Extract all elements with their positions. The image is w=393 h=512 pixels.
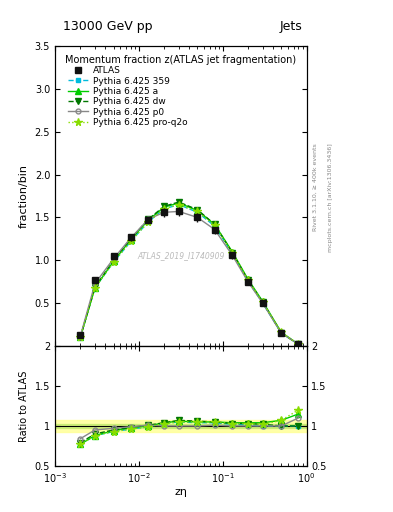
- Text: Rivet 3.1.10, ≥ 400k events: Rivet 3.1.10, ≥ 400k events: [312, 143, 318, 231]
- Y-axis label: fraction/bin: fraction/bin: [19, 164, 29, 228]
- X-axis label: zη: zη: [174, 487, 187, 497]
- Text: ATLAS_2019_I1740909: ATLAS_2019_I1740909: [137, 251, 224, 261]
- Bar: [55, 423, 307, 429]
- Legend: ATLAS, Pythia 6.425 359, Pythia 6.425 a, Pythia 6.425 dw, Pythia 6.425 p0, Pythi: ATLAS, Pythia 6.425 359, Pythia 6.425 a,…: [64, 62, 191, 131]
- Text: 13000 GeV pp: 13000 GeV pp: [63, 20, 152, 33]
- Text: Jets: Jets: [280, 20, 303, 33]
- Bar: [55, 420, 307, 432]
- Text: Momentum fraction z(ATLAS jet fragmentation): Momentum fraction z(ATLAS jet fragmentat…: [65, 55, 296, 65]
- Y-axis label: Ratio to ATLAS: Ratio to ATLAS: [19, 370, 29, 442]
- Text: mcplots.cern.ch [arXiv:1306.3436]: mcplots.cern.ch [arXiv:1306.3436]: [328, 143, 333, 252]
